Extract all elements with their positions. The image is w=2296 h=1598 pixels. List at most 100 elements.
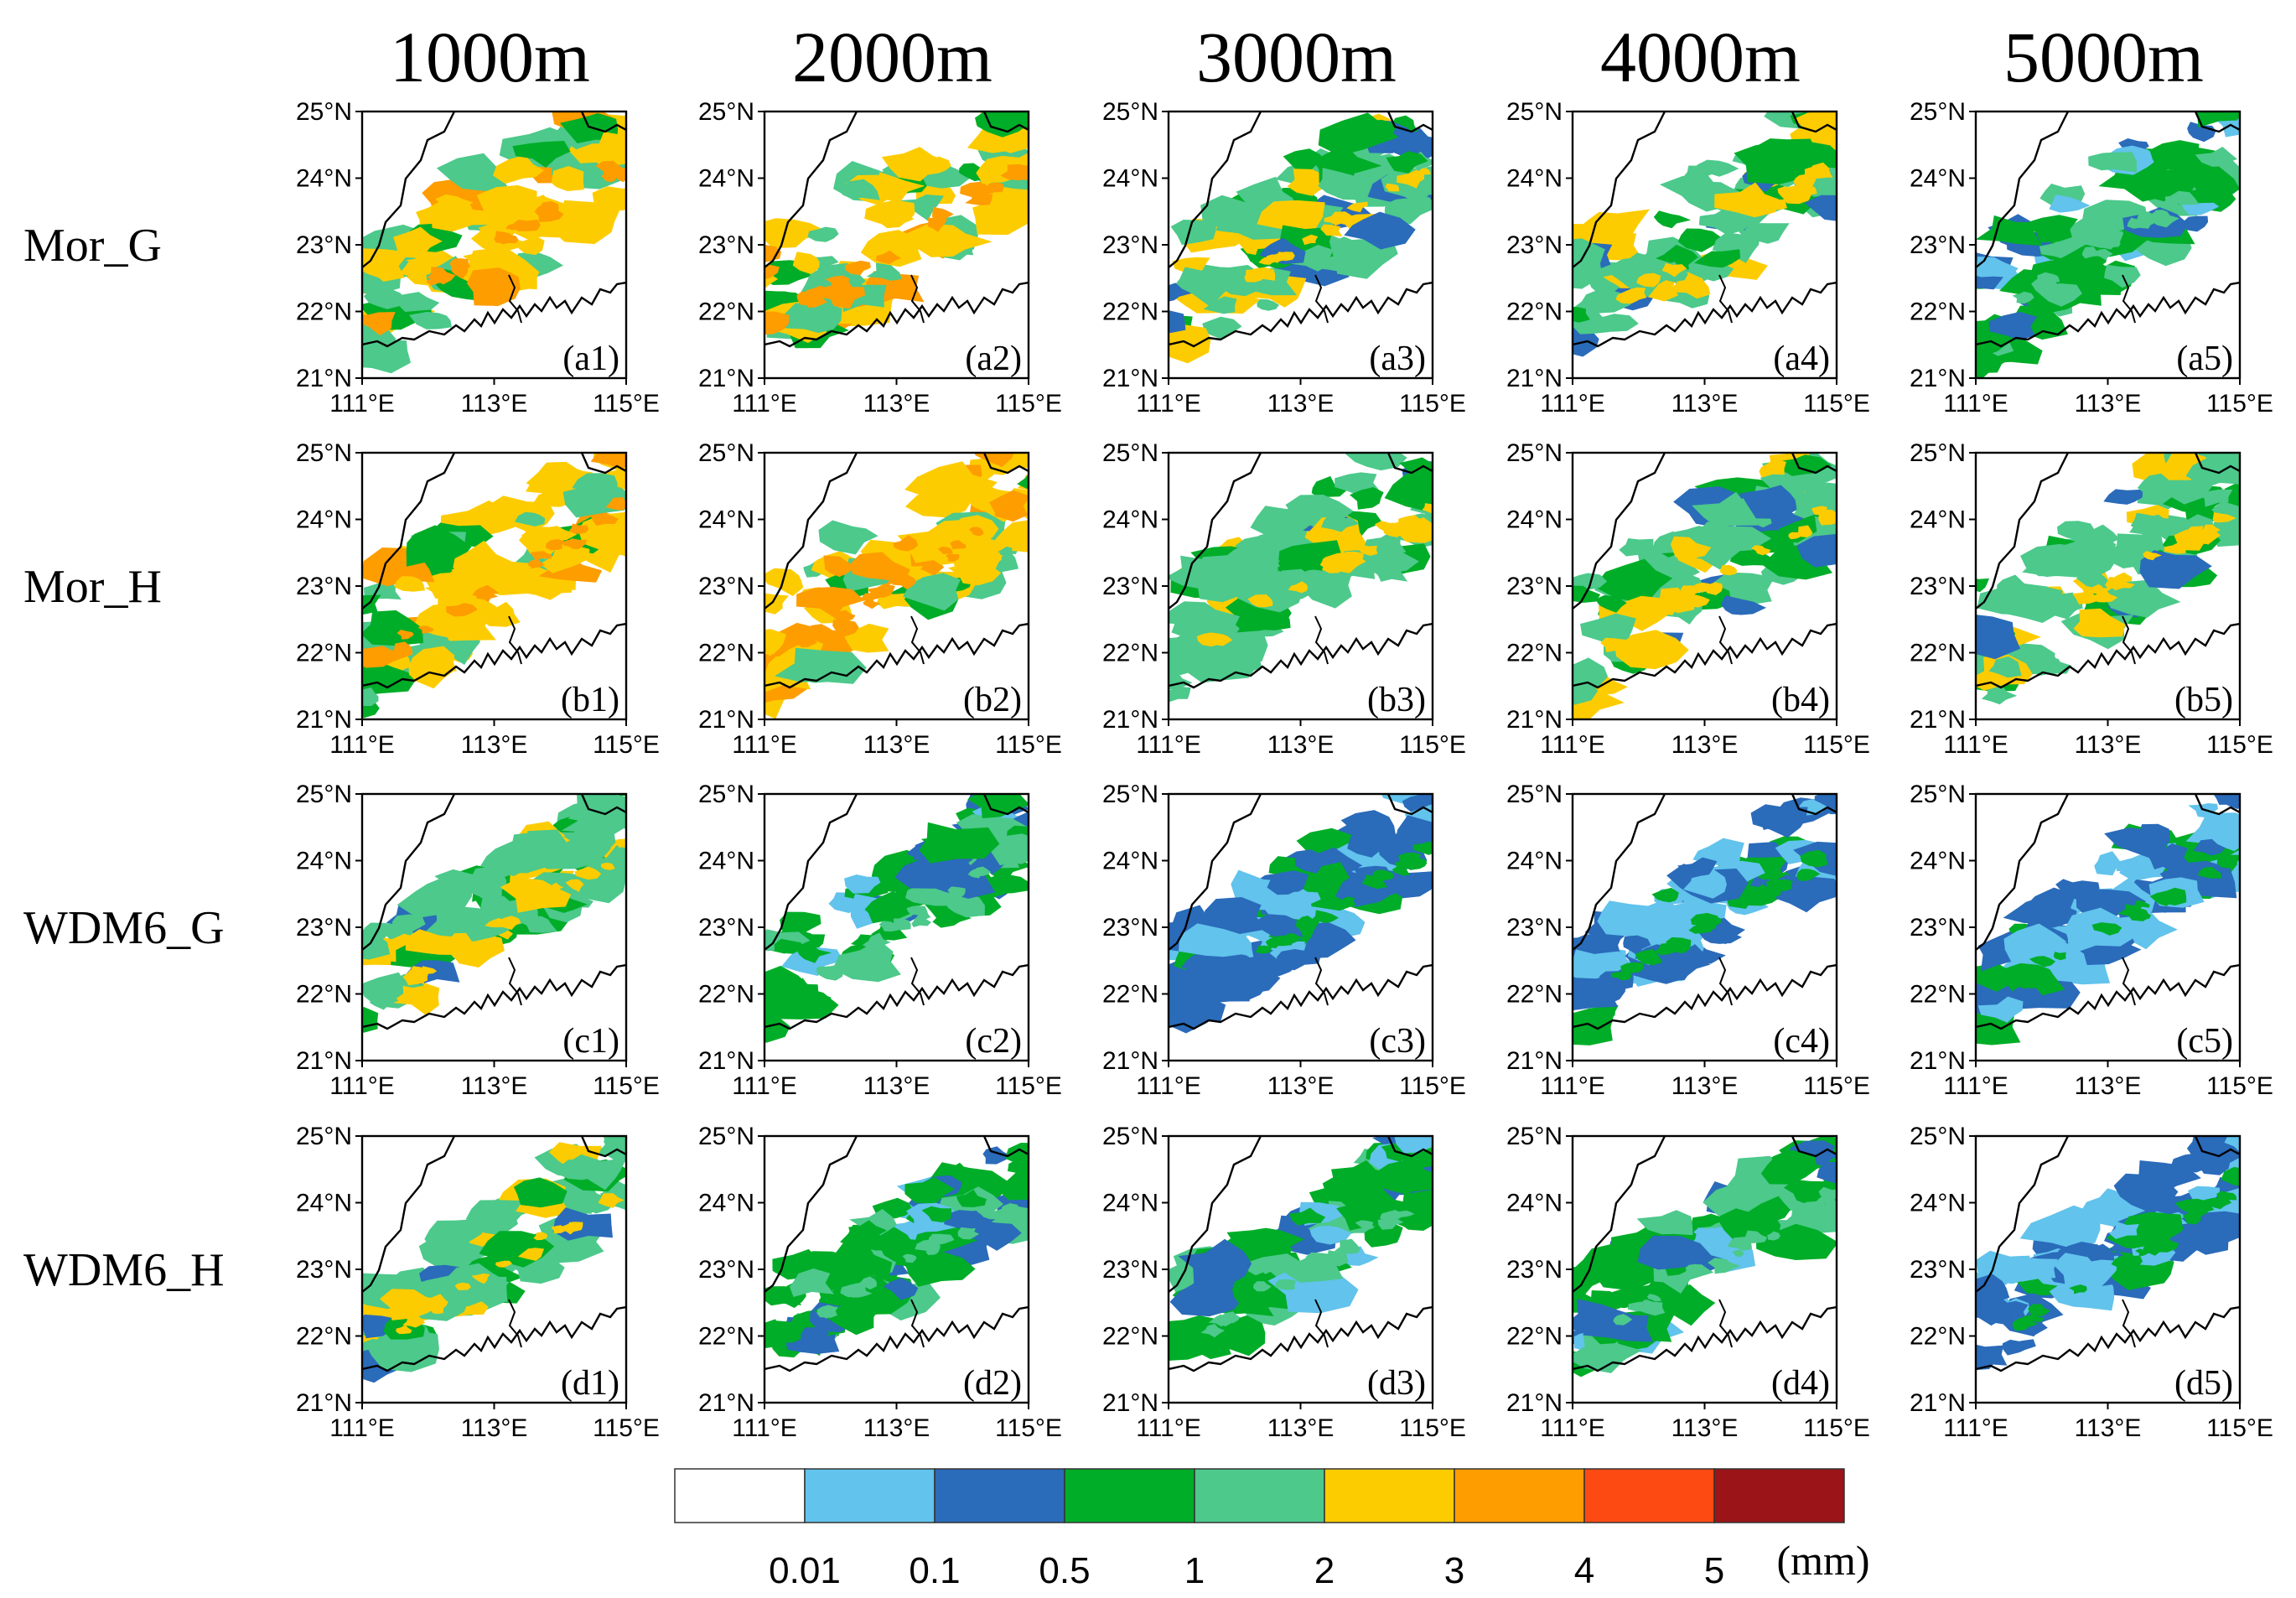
precip-cell — [967, 794, 1029, 818]
precip-cell — [800, 1327, 830, 1342]
precip-cell — [1655, 600, 1686, 615]
precip-cell — [994, 510, 1012, 518]
lat-tick-label: 25°N — [1506, 781, 1563, 808]
precip-cell — [1285, 891, 1321, 910]
lon-tick-label: 115°E — [1803, 1072, 1870, 1100]
precip-cell — [1728, 1237, 1752, 1251]
coastline — [1976, 1305, 2240, 1372]
lat-tick-label: 23°N — [1506, 914, 1563, 942]
precip-field — [764, 794, 1029, 1043]
precip-cell — [2122, 1160, 2201, 1193]
lon-tick-label: 111°E — [732, 390, 797, 418]
precip-cell — [551, 166, 584, 191]
lon-tick-label: 113°E — [1671, 731, 1739, 759]
precip-cell — [592, 186, 626, 212]
precip-cell — [2182, 1213, 2201, 1225]
lat-tick-label: 23°N — [296, 914, 352, 942]
precip-cell — [1683, 165, 1713, 183]
row-label: Mor_G — [23, 220, 162, 272]
precip-cell — [1215, 206, 1287, 240]
colorbar-swatch — [1713, 1468, 1845, 1523]
precip-cell — [495, 1260, 513, 1268]
lon-tick-label: 113°E — [863, 390, 930, 418]
precip-cell — [1221, 542, 1280, 572]
lon-tick-label: 111°E — [1540, 390, 1605, 418]
precip-cell — [1759, 459, 1786, 478]
precip-cell — [1796, 869, 1821, 881]
panel-label: (d3) — [1367, 1364, 1426, 1403]
precip-cell — [2152, 210, 2170, 221]
precip-cell — [1623, 935, 1651, 956]
colorbar-tick: 5 — [1704, 1550, 1724, 1591]
precip-cell — [844, 1287, 873, 1298]
precip-cell — [819, 284, 847, 301]
precip-cell — [1988, 311, 2038, 340]
lon-tick-label: 111°E — [1540, 1072, 1605, 1100]
precip-cell — [1615, 288, 1642, 304]
precip-cell — [1265, 254, 1286, 263]
lat-tick-label: 24°N — [1102, 848, 1158, 875]
lon-tick-label: 111°E — [329, 1072, 395, 1100]
precip-cell — [2072, 591, 2098, 604]
precip-cell — [1203, 296, 1237, 314]
precip-field — [764, 1136, 1029, 1372]
precip-cell — [2021, 969, 2037, 978]
precip-cell — [1178, 1238, 1252, 1288]
precip-cell — [1751, 545, 1771, 556]
precip-cell — [601, 863, 615, 870]
precip-cell — [1976, 325, 2014, 359]
lat-tick-label: 22°N — [1102, 1323, 1158, 1351]
precip-cell — [362, 687, 379, 707]
lat-tick-label: 23°N — [1102, 1256, 1158, 1284]
precip-cell — [540, 201, 559, 214]
precip-cell — [2098, 155, 2172, 202]
precip-cell — [1740, 485, 1797, 519]
precip-cell — [1257, 200, 1325, 231]
precip-cell — [904, 1177, 955, 1204]
province-border — [1791, 453, 1837, 475]
lat-tick-label: 22°N — [1102, 298, 1158, 326]
precip-cell — [911, 917, 931, 927]
precip-cell — [965, 192, 993, 205]
precip-cell — [2181, 215, 2209, 232]
lon-tick-label: 115°E — [593, 390, 660, 418]
lon-tick-label: 111°E — [329, 1414, 395, 1442]
precip-cell — [362, 594, 381, 615]
precip-cell — [1977, 996, 2024, 1023]
lat-tick-label: 24°N — [698, 1190, 754, 1217]
panel-label: (b4) — [1771, 681, 1830, 719]
precip-cell — [1288, 245, 1334, 272]
estuary-line — [910, 957, 925, 1006]
province-border — [2194, 794, 2240, 816]
precip-cell — [764, 994, 792, 1015]
coastline — [764, 622, 1029, 689]
panel-label: (d1) — [561, 1364, 619, 1403]
precip-cell — [1257, 298, 1279, 311]
precip-cell — [1677, 228, 1723, 252]
precip-cell — [825, 962, 853, 975]
precip-cell — [1276, 949, 1311, 971]
precip-cell — [1171, 642, 1202, 661]
precip-cell — [2204, 1197, 2232, 1210]
precip-cell — [2212, 512, 2236, 523]
precip-cell — [362, 272, 388, 294]
lat-tick-label: 23°N — [1102, 231, 1158, 259]
precip-cell — [1620, 962, 1645, 975]
estuary-line — [910, 615, 925, 665]
precip-cell — [1275, 1279, 1296, 1290]
lon-tick-label: 111°E — [1540, 731, 1605, 759]
precip-cell — [590, 514, 619, 526]
lat-tick-label: 25°N — [1506, 1123, 1563, 1150]
precip-cell — [1594, 558, 1673, 604]
precip-cell — [1796, 533, 1837, 568]
precip-cell — [362, 248, 410, 282]
precip-cell — [2135, 911, 2152, 921]
province-border — [982, 1136, 1029, 1158]
precip-cell — [1685, 1263, 1706, 1277]
precip-cell — [764, 568, 804, 596]
